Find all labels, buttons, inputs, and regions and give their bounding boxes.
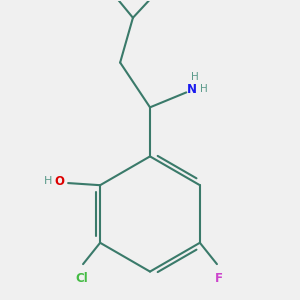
- Text: F: F: [215, 272, 223, 285]
- Text: Cl: Cl: [76, 272, 88, 285]
- Text: H: H: [44, 176, 52, 186]
- Text: H: H: [200, 84, 208, 94]
- Text: O: O: [55, 175, 65, 188]
- Text: N: N: [187, 83, 197, 96]
- Text: H: H: [191, 73, 199, 82]
